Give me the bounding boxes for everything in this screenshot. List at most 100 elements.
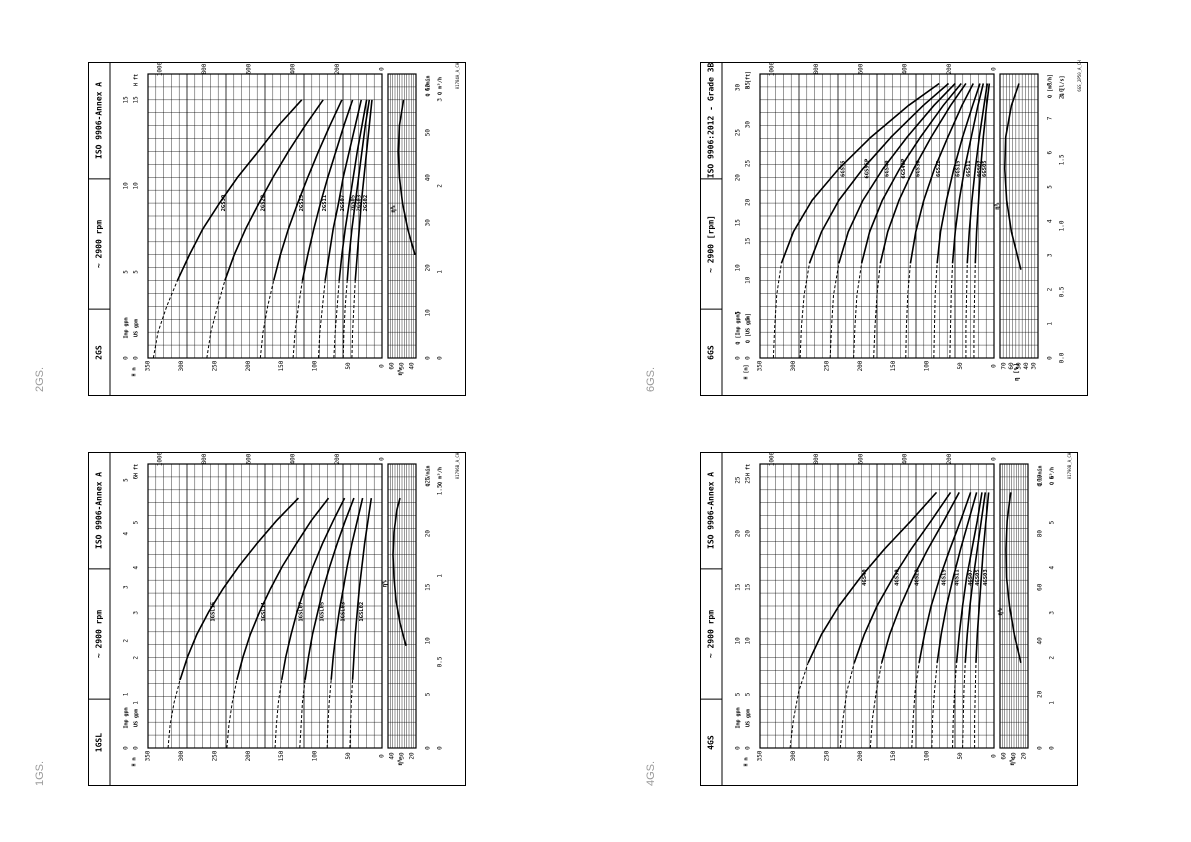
flow-tick-imp_gpm: 20 <box>735 174 742 182</box>
flow-label-m3h: Q [m³/h] <box>1048 74 1054 98</box>
flow-label-imp_gpm: Imp gpm <box>124 317 130 338</box>
flow-tick-l_min: 20 <box>425 264 432 272</box>
eff-axis-label: η [%] <box>1014 363 1021 381</box>
series-curve-2GS11 <box>301 99 354 281</box>
eff-plot-border <box>387 73 417 359</box>
flow-tick-imp_gpm: 0 <box>735 746 742 750</box>
head-m-tick: 50 <box>957 362 964 370</box>
series-label-1GSL03: 1GSL03 <box>341 602 347 622</box>
series-label-4GS05: 4GS05 <box>975 569 981 586</box>
flow-tick-us_gpm: 0 <box>133 746 140 750</box>
flow-tick-m3h: 5 <box>1049 520 1056 524</box>
efficiency-label: η% <box>994 202 1001 210</box>
flow-tick-us_gpm: 20 <box>745 530 752 538</box>
head-m-tick: 300 <box>178 750 185 761</box>
outer-frame <box>88 452 466 786</box>
series-curve-6GS40 <box>838 82 956 264</box>
flow-tick-us_gpm: 35 <box>745 82 752 90</box>
flow-tick-m3h: 6 <box>1047 151 1054 155</box>
head-m-tick: 200 <box>857 360 864 371</box>
series-curve-start-1GSL11 <box>226 679 238 749</box>
flow-tick-imp_gpm: 10 <box>735 264 742 272</box>
series-curve-6GS22 <box>909 83 974 264</box>
eff-tick: 20 <box>1021 752 1028 760</box>
series-label-6GS40: 6GS40 <box>885 160 891 177</box>
head-ft-tick: 600 <box>857 453 864 464</box>
series-curve-4GS05 <box>964 492 987 663</box>
series-curve-2GS22 <box>224 99 324 281</box>
flow-tick-l_min: 0 <box>1037 746 1044 750</box>
flow-tick-l_min: 20 <box>425 530 432 538</box>
eff-tick: 20 <box>409 752 416 760</box>
series-curve-start-6GS55 <box>772 263 782 359</box>
series-curve-2GS02 <box>354 99 373 281</box>
efficiency-curve <box>1005 492 1022 663</box>
eff-axis-label: η% <box>397 758 404 766</box>
head-ft-tick: 400 <box>290 453 297 464</box>
series-label-2GS30: 2GS30 <box>221 195 227 212</box>
flow-tick-m3h: 0 <box>437 356 444 360</box>
flow-tick-us_gpm: 10 <box>745 276 752 284</box>
flow-tick-l_min: 5 <box>425 692 432 696</box>
flow-tick-imp_gpm: 25 <box>735 129 742 137</box>
plot-border <box>759 73 995 359</box>
head-ft-tick: 400 <box>902 453 909 464</box>
flow-tick-m3h: 1 <box>437 270 444 274</box>
series-curve-start-2GS03 <box>342 280 348 359</box>
efficiency-curve <box>397 99 416 255</box>
head-m-tick: 300 <box>178 360 185 371</box>
head-m-label: H m <box>132 367 138 376</box>
flow-label-us_gpm: US gpm <box>134 319 140 337</box>
head-ft-tick: 800 <box>813 63 820 74</box>
series-label-2GS11: 2GS11 <box>322 194 328 211</box>
head-ft-tick: 200 <box>946 453 953 464</box>
flow-tick-imp_gpm: 1 <box>123 692 130 696</box>
series-curve-start-2GS11 <box>292 280 303 359</box>
series-curve-start-1GSL15 <box>167 679 181 749</box>
efficiency-label: η% <box>382 580 389 588</box>
series-curve-start-1GSL03 <box>326 679 332 749</box>
series-curve-start-4GS11 <box>931 662 938 749</box>
head-m-tick: 150 <box>278 360 285 371</box>
series-label-4GS07: 4GS07 <box>968 569 974 586</box>
series-curve-start-4GS03 <box>974 662 977 748</box>
flow-tick-l_s: 0.5 <box>1059 286 1066 297</box>
flow-tick-m3h: 0 <box>437 746 444 750</box>
efficiency-label: η% <box>390 205 397 213</box>
head-ft-tick: 200 <box>334 453 341 464</box>
head-ft-label: H ft <box>134 464 140 476</box>
chart-panel-1gs: 1GSL ~ 2900 rpm ISO 9906-Annex A 01796B_A_C… <box>88 451 466 786</box>
series-curve-start-4GS15 <box>911 662 920 749</box>
plot-border <box>147 73 383 359</box>
head-m-tick: 100 <box>312 360 319 371</box>
series-curve-2GS05 <box>338 99 368 281</box>
series-curve-start-6GS30 <box>873 263 881 359</box>
header-standard: ISO 9906:2012 - Grade 3B <box>707 62 716 178</box>
series-curve-start-6GS11 <box>949 263 954 359</box>
flow-tick-m3h: 1 <box>437 574 444 578</box>
flow-tick-imp_gpm: 0 <box>123 746 130 750</box>
series-curve-2GS15 <box>272 99 343 281</box>
series-curve-start-6GS22 <box>905 263 911 359</box>
head-ft-tick: 800 <box>201 453 208 464</box>
flow-tick-l_min: 40 <box>425 174 432 182</box>
flow-tick-m3h: 7 <box>1047 116 1054 120</box>
series-curve-start-1GSL02 <box>349 679 354 749</box>
flow-tick-l_min: 60 <box>1037 583 1044 591</box>
flow-tick-us_gpm: 25 <box>745 159 752 167</box>
flow-tick-m3h: 0 <box>1047 356 1054 360</box>
flow-tick-us_gpm: 20 <box>745 198 752 206</box>
series-label-4GS15: 4GS15 <box>941 569 947 586</box>
header-standard: ISO 9906-Annex A <box>95 472 104 549</box>
series-curve-1GSL15 <box>179 497 300 681</box>
flow-tick-l_min: 0 <box>425 746 432 750</box>
flow-tick-us_gpm: 5 <box>745 692 752 696</box>
flow-tick-us_gpm: 15 <box>745 583 752 591</box>
flow-tick-us_gpm: 30 <box>745 121 752 129</box>
head-m-tick: 0 <box>379 364 386 368</box>
series-curve-4GS30 <box>853 491 952 664</box>
flow-tick-l_min: 25 <box>425 476 432 484</box>
series-curve-4GS11 <box>936 492 978 663</box>
series-curve-start-6GS40 <box>829 263 840 359</box>
head-m-tick: 350 <box>757 750 764 761</box>
